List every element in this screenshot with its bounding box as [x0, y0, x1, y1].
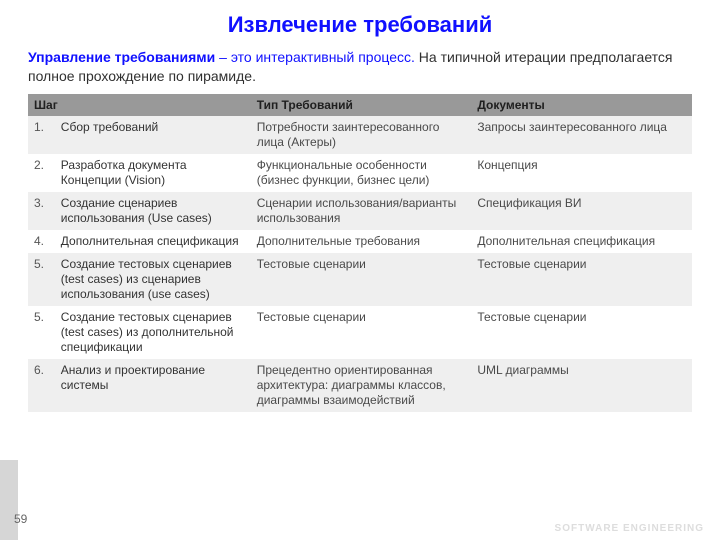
row-doc: Запросы заинтересованного лица	[471, 116, 692, 154]
table-header-row: Шаг Тип Требований Документы	[28, 94, 692, 116]
table-row: 4.Дополнительная спецификацияДополнитель…	[28, 230, 692, 253]
row-type: Функциональные особенности (бизнес функц…	[251, 154, 472, 192]
row-doc: Дополнительная спецификация	[471, 230, 692, 253]
table-row: 3.Создание сценариев использования (Use …	[28, 192, 692, 230]
row-type: Прецедентно ориентированная архитектура:…	[251, 359, 472, 412]
row-step: Разработка документа Концепции (Vision)	[55, 154, 251, 192]
lead-paragraph: Управление требованиями – это интерактив…	[28, 48, 692, 86]
lead-dash: – это интерактивный процесс.	[215, 49, 419, 65]
row-step: Анализ и проектирование системы	[55, 359, 251, 412]
row-step: Сбор требований	[55, 116, 251, 154]
row-type: Тестовые сценарии	[251, 253, 472, 306]
row-step: Дополнительная спецификация	[55, 230, 251, 253]
row-number: 5.	[28, 253, 55, 306]
row-type: Потребности заинтересованного лица (Акте…	[251, 116, 472, 154]
row-doc: UML диаграммы	[471, 359, 692, 412]
row-type: Сценарии использования/варианты использо…	[251, 192, 472, 230]
col-type: Тип Требований	[251, 94, 472, 116]
row-doc: Спецификация ВИ	[471, 192, 692, 230]
row-step: Создание сценариев использования (Use ca…	[55, 192, 251, 230]
row-number: 1.	[28, 116, 55, 154]
row-type: Дополнительные требования	[251, 230, 472, 253]
row-doc: Тестовые сценарии	[471, 253, 692, 306]
page-title: Извлечение требований	[28, 12, 692, 38]
table-row: 5.Создание тестовых сценариев (test case…	[28, 253, 692, 306]
table-row: 1.Сбор требованийПотребности заинтересов…	[28, 116, 692, 154]
page-number: 59	[14, 512, 27, 526]
row-step: Создание тестовых сценариев (test cases)…	[55, 306, 251, 359]
row-doc: Концепция	[471, 154, 692, 192]
row-number: 3.	[28, 192, 55, 230]
table-row: 6.Анализ и проектирование системыПрецеде…	[28, 359, 692, 412]
footer-mark: SOFTWARE ENGINEERING	[555, 523, 704, 534]
row-step: Создание тестовых сценариев (test cases)…	[55, 253, 251, 306]
col-step: Шаг	[28, 94, 251, 116]
row-type: Тестовые сценарии	[251, 306, 472, 359]
row-doc: Тестовые сценарии	[471, 306, 692, 359]
row-number: 5.	[28, 306, 55, 359]
row-number: 6.	[28, 359, 55, 412]
requirements-table: Шаг Тип Требований Документы 1.Сбор треб…	[28, 94, 692, 412]
row-number: 2.	[28, 154, 55, 192]
row-number: 4.	[28, 230, 55, 253]
table-row: 2.Разработка документа Концепции (Vision…	[28, 154, 692, 192]
slide: Извлечение требований Управление требова…	[0, 0, 720, 540]
table-row: 5.Создание тестовых сценариев (test case…	[28, 306, 692, 359]
lead-bold: Управление требованиями	[28, 49, 215, 65]
side-accent	[0, 460, 18, 540]
col-doc: Документы	[471, 94, 692, 116]
